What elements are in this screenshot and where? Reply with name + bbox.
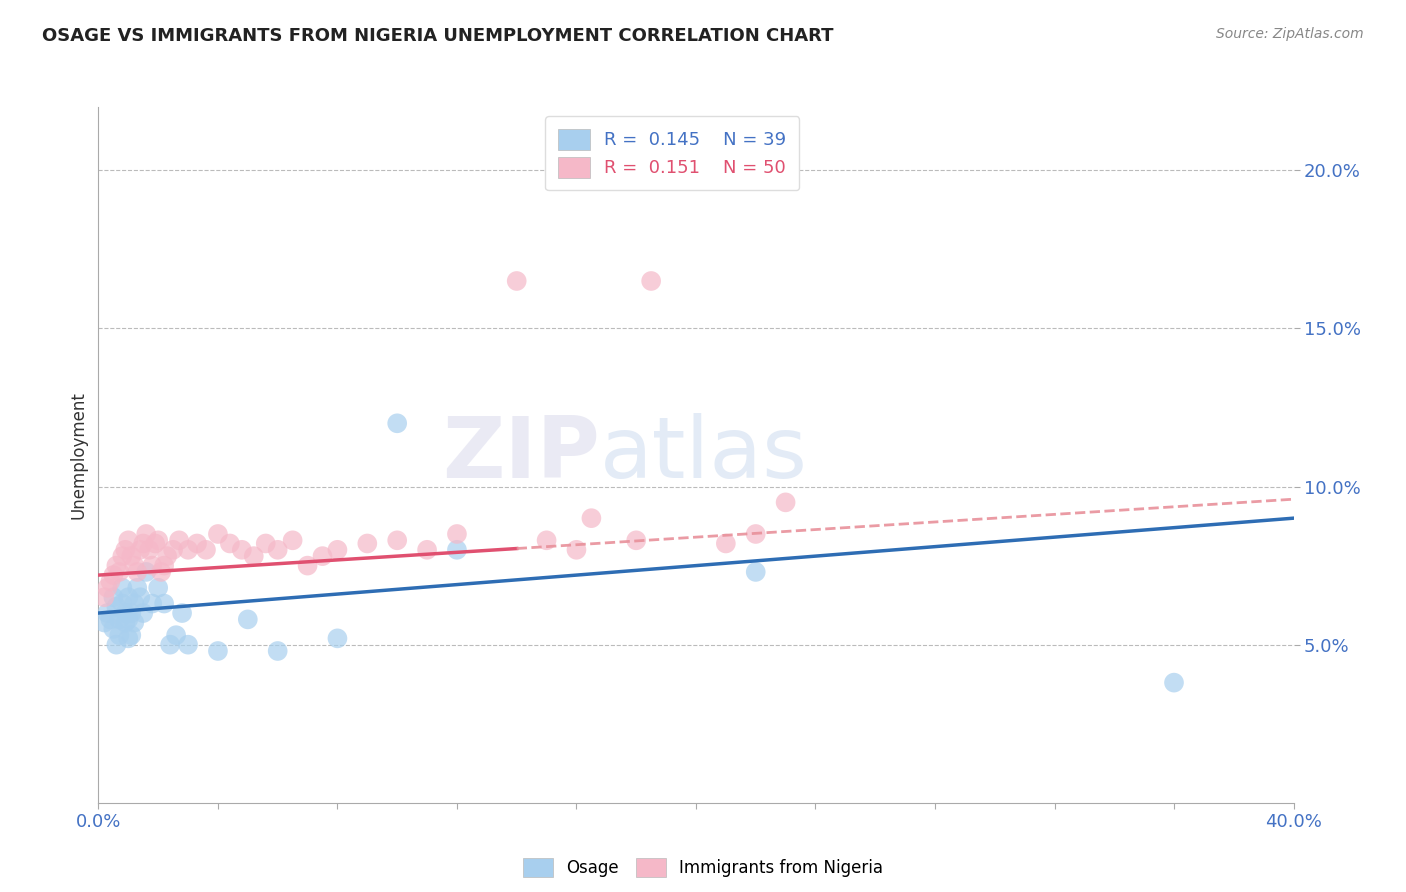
Point [114, 542, 136, 557]
Point [150, 565, 173, 579]
Point [124, 597, 146, 611]
Point [194, 542, 218, 557]
Point [135, 565, 157, 579]
Point [103, 622, 125, 636]
Point [236, 612, 259, 626]
Point [105, 599, 128, 614]
Point [1163, 675, 1185, 690]
Point [775, 495, 797, 509]
Point [93, 591, 115, 605]
Point [446, 542, 468, 557]
Point [143, 536, 166, 550]
Text: Source: ZipAtlas.com: Source: ZipAtlas.com [1216, 27, 1364, 41]
Point [132, 606, 155, 620]
Point [219, 536, 242, 550]
Point [297, 558, 319, 573]
Point [506, 274, 529, 288]
Point [132, 536, 155, 550]
Point [536, 533, 558, 548]
Point [714, 536, 737, 550]
Point [745, 527, 768, 541]
Point [135, 527, 157, 541]
Point [231, 542, 253, 557]
Point [141, 558, 163, 573]
Point [103, 591, 125, 605]
Point [565, 542, 588, 557]
Point [172, 606, 194, 620]
Point [117, 533, 139, 548]
Point [127, 581, 149, 595]
Point [267, 542, 290, 557]
Legend: R =  0.145    N = 39, R =  0.151    N = 50: R = 0.145 N = 39, R = 0.151 N = 50 [546, 116, 799, 190]
Point [120, 549, 142, 563]
Point [311, 549, 333, 563]
Point [138, 542, 160, 557]
Point [207, 527, 229, 541]
Y-axis label: Unemployment: Unemployment [69, 391, 87, 519]
Point [96, 581, 118, 595]
Legend: Osage, Immigrants from Nigeria: Osage, Immigrants from Nigeria [516, 851, 890, 884]
Point [111, 549, 134, 563]
Point [281, 533, 304, 548]
Point [640, 274, 662, 288]
Point [98, 574, 122, 589]
Point [177, 542, 200, 557]
Point [156, 549, 179, 563]
Point [111, 581, 134, 595]
Point [326, 632, 349, 646]
Point [446, 527, 468, 541]
Point [105, 558, 128, 573]
Point [162, 542, 184, 557]
Point [108, 612, 131, 626]
Point [98, 612, 122, 626]
Point [745, 565, 768, 579]
Point [356, 536, 378, 550]
Point [114, 615, 136, 630]
Point [141, 597, 163, 611]
Point [93, 615, 115, 630]
Point [103, 568, 125, 582]
Point [117, 591, 139, 605]
Point [243, 549, 266, 563]
Point [624, 533, 647, 548]
Point [165, 628, 187, 642]
Text: atlas: atlas [600, 413, 808, 497]
Point [129, 542, 152, 557]
Point [120, 628, 142, 642]
Point [326, 542, 349, 557]
Point [124, 558, 146, 573]
Point [148, 533, 170, 548]
Point [108, 628, 131, 642]
Point [167, 533, 190, 548]
Point [96, 606, 118, 620]
Point [159, 638, 181, 652]
Point [153, 597, 176, 611]
Point [129, 591, 152, 605]
Point [111, 597, 134, 611]
Point [117, 612, 139, 626]
Point [117, 632, 139, 646]
Point [186, 536, 208, 550]
Point [127, 565, 149, 579]
Point [581, 511, 603, 525]
Point [114, 606, 136, 620]
Text: ZIP: ZIP [443, 413, 600, 497]
Point [153, 558, 176, 573]
Point [267, 644, 290, 658]
Point [385, 417, 409, 431]
Point [148, 581, 170, 595]
Point [124, 615, 146, 630]
Point [416, 542, 439, 557]
Point [385, 533, 409, 548]
Point [177, 638, 200, 652]
Point [105, 638, 128, 652]
Point [254, 536, 277, 550]
Text: OSAGE VS IMMIGRANTS FROM NIGERIA UNEMPLOYMENT CORRELATION CHART: OSAGE VS IMMIGRANTS FROM NIGERIA UNEMPLO… [42, 27, 834, 45]
Point [108, 565, 131, 579]
Point [120, 606, 142, 620]
Point [207, 644, 229, 658]
